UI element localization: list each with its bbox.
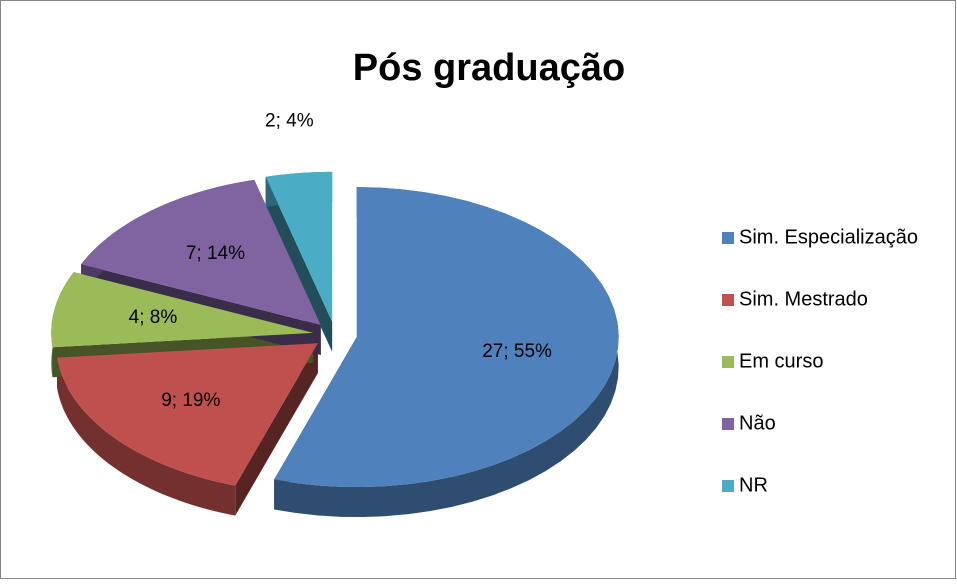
data-label: 7; 14% xyxy=(186,243,245,264)
legend-swatch xyxy=(722,232,734,244)
slice xyxy=(57,343,318,486)
data-label: 2; 4% xyxy=(265,111,314,132)
slice-wall xyxy=(235,343,318,516)
slice xyxy=(81,179,321,325)
slice xyxy=(51,272,314,348)
legend-swatch xyxy=(722,294,734,306)
data-label: 4; 8% xyxy=(129,307,178,328)
legend-label: Sim. Mestrado xyxy=(739,288,868,310)
legend-swatch xyxy=(722,480,734,492)
slice-wall xyxy=(265,176,333,352)
legend-label: NR xyxy=(739,474,768,496)
pie-tops xyxy=(51,171,619,488)
legend-label: Em curso xyxy=(739,350,823,372)
slice xyxy=(274,187,619,488)
data-label: 9; 19% xyxy=(161,390,220,411)
pie-labels: 27; 55% 9; 19% 4; 8% 7; 14% 2; 4% xyxy=(129,111,552,412)
slice-side xyxy=(57,357,236,516)
legend-swatch xyxy=(722,356,734,368)
legend-label: Sim. Especialização xyxy=(739,226,918,248)
legend-swatch xyxy=(722,418,734,430)
legend-label: Não xyxy=(739,412,776,434)
slice xyxy=(265,171,333,322)
chart-title: Pós graduação xyxy=(353,47,625,89)
data-label: 27; 55% xyxy=(482,341,552,362)
